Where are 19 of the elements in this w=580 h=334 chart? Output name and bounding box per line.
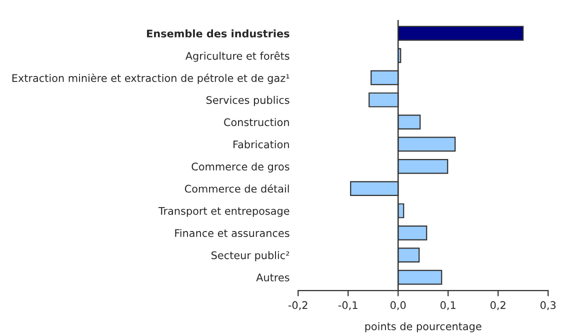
y-tick-label: Secteur public²: [212, 251, 290, 262]
y-tick-label: Fabrication: [234, 140, 289, 148]
y-tick-label: Autres: [256, 274, 290, 282]
y-tick-label: Finance et assurances: [175, 228, 290, 238]
x-tick-label: -0,2: [288, 301, 308, 310]
y-tick-label: Ensemble des industries: [147, 29, 290, 38]
x-tick-label: -0,1: [338, 301, 358, 310]
y-tick-label: Construction: [224, 118, 289, 126]
y-tick-label: Transport et entreposage: [158, 207, 290, 217]
x-tick-label: 0,0: [390, 301, 406, 310]
y-tick-label: Services publics: [206, 96, 290, 106]
x-tick-label: 0,2: [490, 301, 506, 310]
y-tick-label: Agriculture et forêts: [185, 51, 290, 62]
x-axis-title: points de pourcentage: [365, 322, 482, 332]
x-tick-label: 0,3: [540, 301, 556, 310]
y-tick-label: Commerce de gros: [192, 162, 290, 173]
x-tick-label: 0,1: [440, 301, 456, 310]
y-tick-label: Extraction minière et extraction de pétrole et de gaz¹: [12, 74, 290, 84]
y-tick-label: Commerce de détail: [184, 184, 289, 193]
